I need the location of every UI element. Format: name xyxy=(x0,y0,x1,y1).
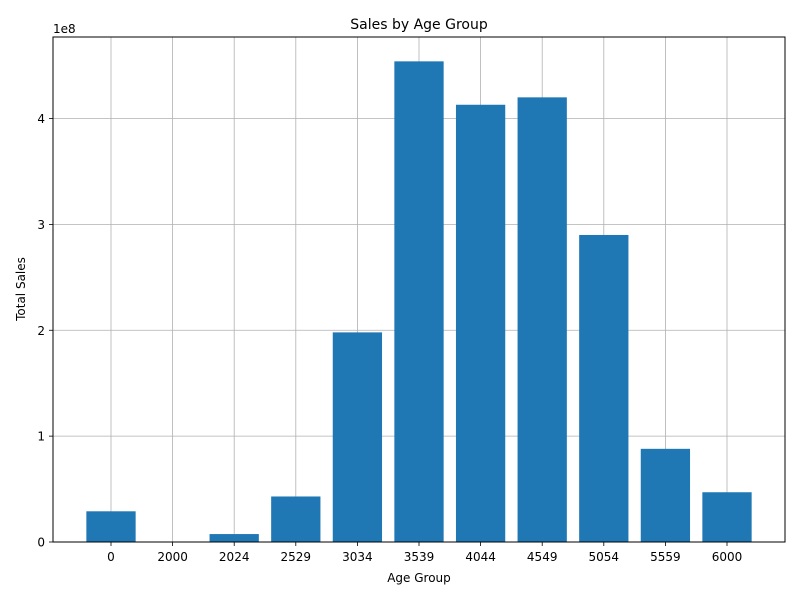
y-tick-label: 1 xyxy=(37,430,45,444)
bar-4044 xyxy=(455,104,506,542)
x-tick-label: 3539 xyxy=(404,550,435,564)
y-tick-label: 3 xyxy=(37,218,45,232)
bar-2529 xyxy=(271,496,321,542)
x-tick-label: 2529 xyxy=(281,550,312,564)
x-tick-label: 6000 xyxy=(712,550,743,564)
x-tick-label: 4044 xyxy=(465,550,496,564)
x-tick-label: 5559 xyxy=(650,550,681,564)
x-tick-label: 2000 xyxy=(157,550,188,564)
y-axis-label: Total Sales xyxy=(14,257,28,322)
x-tick-label: 0 xyxy=(107,550,115,564)
y-tick-label: 2 xyxy=(37,324,45,338)
bar-5559 xyxy=(640,448,691,542)
bar-3034 xyxy=(332,332,383,542)
x-tick-label: 2024 xyxy=(219,550,250,564)
bar-0 xyxy=(86,511,136,542)
bar-4549 xyxy=(517,97,567,542)
x-tick-label: 3034 xyxy=(342,550,373,564)
y-tick-label: 0 xyxy=(37,536,45,550)
chart-title: Sales by Age Group xyxy=(350,17,488,33)
bar-3539 xyxy=(394,61,444,542)
axis-ticks: 0 2000 2024 2529 3034 3539 4044 4549 5054 5559 600… xyxy=(37,112,742,564)
y-tick-label: 4 xyxy=(37,112,45,126)
bar-5054 xyxy=(579,234,629,543)
bar-2024 xyxy=(209,534,259,542)
bars xyxy=(86,61,752,543)
x-tick-label: 5054 xyxy=(589,550,620,564)
bar-6000 xyxy=(702,492,752,542)
y-offset-label: 1e8 xyxy=(53,22,76,36)
x-tick-label: 4549 xyxy=(527,550,558,564)
x-axis-label: Age Group xyxy=(387,571,451,585)
